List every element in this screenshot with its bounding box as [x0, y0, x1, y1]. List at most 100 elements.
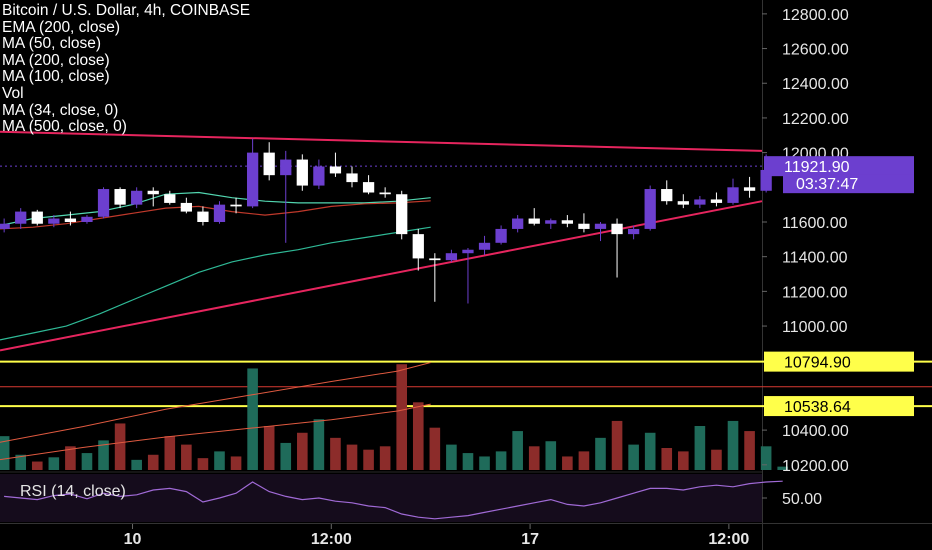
rsi-background: [0, 474, 762, 522]
chart-title: Bitcoin / U.S. Dollar, 4h, COINBASE: [2, 2, 251, 19]
volume-bar: [711, 449, 722, 470]
candle-body: [462, 249, 474, 254]
volume-bar: [412, 402, 424, 470]
candles: [0, 138, 789, 304]
candle-body: [329, 166, 342, 174]
trendlines: [0, 130, 763, 352]
price-tick-label: 10400.00: [782, 423, 849, 440]
candle-body: [760, 169, 772, 191]
indicator-ma-50[interactable]: MA (50, close): [2, 35, 102, 53]
candle-body: [0, 223, 10, 229]
last-price-tag: 11921.90: [784, 159, 850, 176]
volume-bar: [462, 453, 474, 470]
volume-bar: [263, 426, 275, 470]
candle-body: [64, 218, 77, 222]
volume-bar: [48, 457, 60, 470]
candle-body: [164, 194, 176, 203]
last-price-tag-bg: [764, 156, 914, 177]
volume-bar: [31, 461, 43, 470]
price-tick-label: 12600.00: [782, 42, 849, 59]
moving-average-line-2: [0, 226, 431, 341]
volume-bars: [0, 364, 789, 470]
volume-bar: [313, 419, 325, 470]
volume-bar: [595, 437, 606, 470]
ema-line-1: [0, 403, 431, 461]
rsi-tick-label: 50.00: [782, 491, 822, 508]
candle-body: [263, 152, 275, 176]
price-tick-label: 12800.00: [782, 7, 849, 24]
candle-body: [346, 173, 358, 183]
volume-bar: [114, 423, 126, 470]
candle-body: [313, 166, 325, 186]
candle-body: [31, 211, 43, 224]
countdown-tag-bg: [783, 174, 914, 194]
candle-body: [296, 159, 308, 186]
volume-bar: [247, 368, 258, 470]
level-tag-2-bg: [764, 396, 914, 417]
indicator-ma-100[interactable]: MA (100, close): [2, 68, 110, 86]
volume-bar: [628, 444, 639, 470]
volume-bar: [379, 446, 391, 470]
volume-bar: [147, 454, 159, 470]
indicator-vol[interactable]: Vol: [2, 84, 24, 102]
rsi-pane: RSI (14, close): [0, 474, 783, 522]
level-tag-0: 10794.90: [784, 355, 851, 372]
volume-bar: [578, 451, 590, 470]
price-tick-label: 11400.00: [782, 250, 848, 267]
volume-bar: [164, 436, 176, 470]
time-tick-label: 10: [124, 531, 142, 548]
candle-body: [578, 223, 590, 229]
candle-body: [197, 211, 209, 222]
countdown-tag: 03:37:47: [796, 176, 858, 193]
ema-lines: [0, 362, 431, 461]
volume-bar: [230, 456, 242, 470]
volume-bar: [429, 427, 441, 470]
volume-bar: [363, 449, 374, 470]
volume-bar: [65, 446, 76, 470]
candle-body: [478, 242, 491, 250]
price-tick-label: 11000.00: [782, 319, 848, 336]
candle-body: [362, 182, 375, 193]
candle-body: [280, 159, 292, 176]
indicator-ma-34[interactable]: MA (34, close, 0): [2, 101, 119, 119]
volume-bar: [678, 451, 689, 470]
time-tick-label: 12:00: [708, 531, 749, 548]
candle-body: [396, 194, 408, 235]
volume-bar: [545, 441, 557, 470]
volume-bar: [495, 451, 507, 470]
price-tick-label: 11600.00: [782, 215, 848, 232]
volume-bar: [396, 364, 408, 470]
candle-body: [677, 201, 689, 205]
level-tag-0-bg: [764, 351, 914, 372]
volume-bar: [694, 426, 706, 470]
volume-bar: [661, 448, 673, 470]
time-axis: 10 12:00 17 12:00: [124, 524, 749, 548]
trendline-support: [0, 200, 763, 352]
trendline-resistance: [0, 130, 763, 152]
indicator-ema-200[interactable]: EMA (200, close): [2, 18, 121, 36]
time-tick-label: 12:00: [311, 531, 352, 548]
price-axis: 12800.0012600.0012400.0012200.0012000.00…: [762, 7, 849, 508]
rsi-line: [4, 480, 783, 520]
indicator-ma-500[interactable]: MA (500, close, 0): [2, 118, 127, 136]
volume-bar: [15, 454, 27, 470]
candle-body: [512, 218, 524, 229]
indicator-ma-200[interactable]: MA (200, close): [2, 51, 110, 69]
candle-body: [213, 204, 226, 222]
volume-bar: [512, 431, 523, 470]
volume-bar: [760, 446, 772, 470]
volume-bar: [81, 453, 93, 470]
candle-body: [230, 204, 242, 207]
volume-bar: [562, 456, 573, 470]
candle-body: [594, 223, 607, 229]
candle-body: [627, 228, 640, 235]
candle-body: [180, 202, 192, 212]
price-tick-label: 12400.00: [782, 76, 849, 93]
candle-body: [379, 192, 391, 195]
volume-bar: [611, 420, 623, 470]
candle-body: [48, 218, 60, 224]
volume-bar: [330, 437, 341, 470]
volume-bar: [0, 436, 10, 470]
